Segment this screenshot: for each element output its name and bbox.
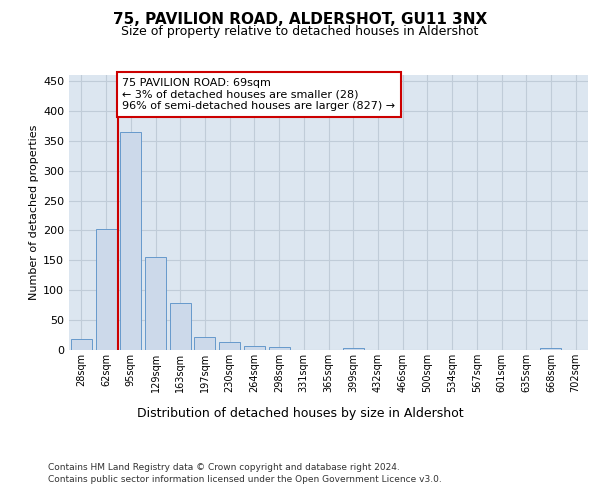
Bar [95, 228, 116, 350]
Bar [269, 347, 290, 350]
Text: Contains public sector information licensed under the Open Government Licence v3: Contains public sector information licen… [48, 475, 442, 484]
Bar [71, 339, 92, 350]
Bar [343, 348, 364, 350]
Bar [541, 348, 562, 350]
Y-axis label: Number of detached properties: Number of detached properties [29, 125, 39, 300]
Bar [219, 342, 240, 350]
Bar [194, 337, 215, 350]
Text: Distribution of detached houses by size in Aldershot: Distribution of detached houses by size … [137, 408, 463, 420]
Bar [244, 346, 265, 350]
Text: Size of property relative to detached houses in Aldershot: Size of property relative to detached ho… [121, 25, 479, 38]
Bar [170, 304, 191, 350]
Text: 75, PAVILION ROAD, ALDERSHOT, GU11 3NX: 75, PAVILION ROAD, ALDERSHOT, GU11 3NX [113, 12, 487, 28]
Text: Contains HM Land Registry data © Crown copyright and database right 2024.: Contains HM Land Registry data © Crown c… [48, 462, 400, 471]
Bar [145, 258, 166, 350]
Bar [120, 132, 141, 350]
Text: 75 PAVILION ROAD: 69sqm
← 3% of detached houses are smaller (28)
96% of semi-det: 75 PAVILION ROAD: 69sqm ← 3% of detached… [122, 78, 395, 111]
